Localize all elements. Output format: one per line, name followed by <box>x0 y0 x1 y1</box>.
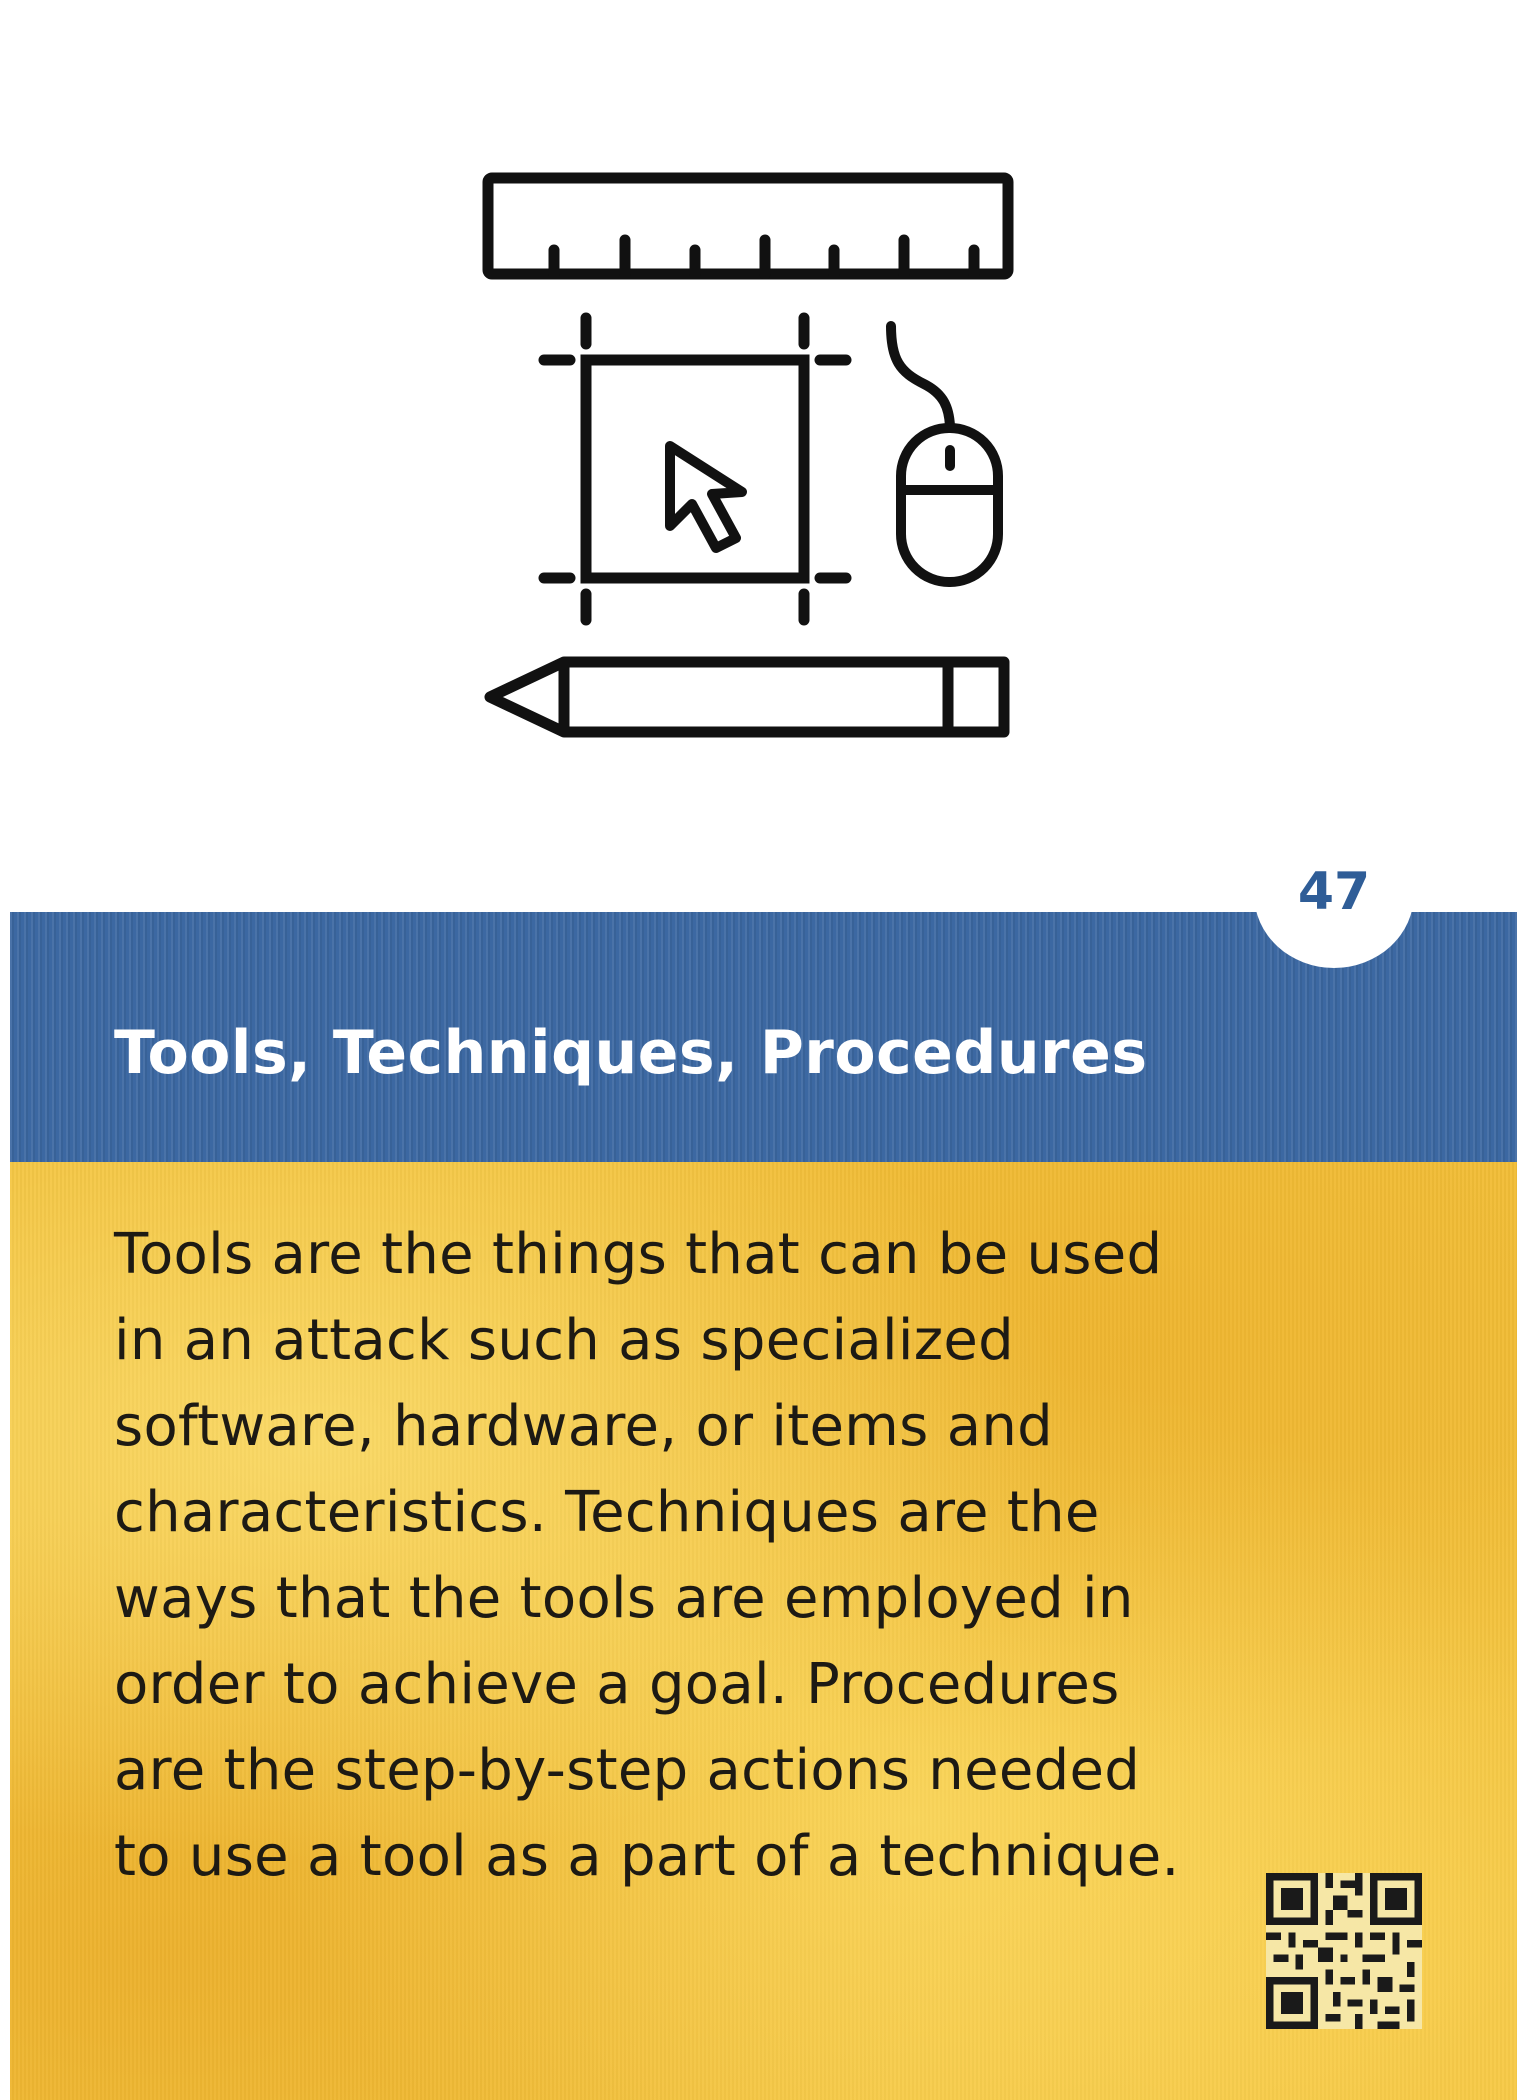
card-title: Tools, Techniques, Procedures <box>114 1018 1148 1088</box>
qr-code-icon[interactable] <box>1266 1872 1422 2030</box>
design-tools-illustration <box>482 172 1014 738</box>
cursor-arrow-icon <box>665 441 747 553</box>
card-description: Tools are the things that can be used in… <box>114 1212 1294 1900</box>
title-band <box>10 912 1517 1162</box>
selection-box-icon <box>538 312 852 626</box>
description-line: ways that the tools are employed in <box>114 1566 1134 1631</box>
description-line: order to achieve a goal. Procedures <box>114 1652 1120 1717</box>
ruler-icon <box>482 172 1014 280</box>
mouse-icon <box>886 321 1003 587</box>
description-line: characteristics. Techniques are the <box>114 1480 1100 1545</box>
description-line: software, hardware, or items and <box>114 1394 1053 1459</box>
description-line: Tools are the things that can be used <box>114 1222 1163 1287</box>
description-panel <box>10 1162 1517 2100</box>
pencil-icon <box>484 656 1010 738</box>
card-number: 47 <box>1297 862 1371 922</box>
card-number-badge: 47 <box>1254 820 1414 968</box>
description-line: in an attack such as specialized <box>114 1308 1015 1373</box>
description-line: to use a tool as a part of a technique. <box>114 1824 1180 1889</box>
description-line: are the step-by-step actions needed <box>114 1738 1141 1803</box>
